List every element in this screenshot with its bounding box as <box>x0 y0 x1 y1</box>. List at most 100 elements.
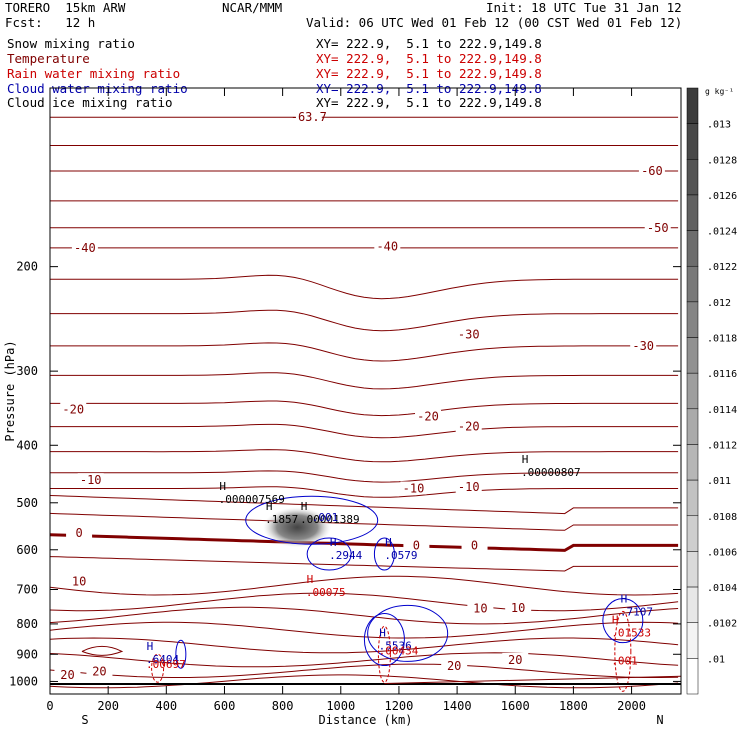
temperature-label-bg <box>630 338 657 352</box>
colorbar-cell <box>686 123 699 160</box>
temperature-label-bg <box>66 525 93 539</box>
south-label: S <box>81 713 88 727</box>
extremum-value: .6404 <box>146 653 179 666</box>
colorbar-cell <box>686 372 699 410</box>
isotherm-line <box>50 372 679 390</box>
isotherm-line <box>50 274 679 300</box>
colorbar-label: .0104 <box>707 583 737 594</box>
temperature-label: -60 <box>641 164 663 178</box>
extremum-value: .001 <box>611 654 638 667</box>
temperature-label: -63.7 <box>291 110 327 124</box>
isotherm-line <box>49 495 679 515</box>
temperature-label-bg <box>86 664 113 678</box>
extremum-value: .000007569 <box>219 493 285 506</box>
colorbar-label: .0128 <box>707 155 737 166</box>
cloud-water-contour <box>373 537 395 571</box>
legend-cloud-ice-xy: XY= 222.9, 5.1 to 222.9,149.8 <box>316 95 542 110</box>
rain-water-contour <box>377 625 391 683</box>
temperature-label: 10 <box>511 601 525 615</box>
rain-water-contour <box>614 610 632 692</box>
isotherm-line <box>49 575 679 596</box>
isotherm-line <box>50 449 679 463</box>
north-label: N <box>656 713 663 727</box>
extremum-value: .00434 <box>379 644 419 657</box>
isotherm-line <box>49 592 679 612</box>
colorbar-label: .0112 <box>707 440 737 451</box>
extremum-marker: H <box>219 480 226 493</box>
colorbar-cell <box>686 444 699 481</box>
legend-rain: Rain water mixing ratio <box>7 66 181 81</box>
snow-shaded-area <box>263 507 332 548</box>
colorbar-label: .0118 <box>707 334 737 345</box>
extremum-marker: H <box>301 500 308 513</box>
extremum-marker: H <box>330 536 337 549</box>
y-tick-label: 1000 <box>9 674 38 688</box>
colorbar-label: .0102 <box>707 619 737 630</box>
extremum-value: .00697 <box>146 658 186 671</box>
isotherm-line <box>49 621 679 639</box>
extremum-value: .5536 <box>379 639 412 652</box>
organization-label: NCAR/MMM <box>222 0 283 15</box>
legend-temperature-xy: XY= 222.9, 5.1 to 222.9,149.8 <box>316 51 542 66</box>
legend-snow-xy: XY= 222.9, 5.1 to 222.9,149.8 <box>316 36 542 51</box>
temperature-label: -10 <box>458 480 480 494</box>
temperature-label: -10 <box>403 481 425 495</box>
isotherm-line <box>49 512 679 531</box>
temperature-label: 10 <box>473 602 487 616</box>
isotherm-line <box>49 533 679 552</box>
plot-frame <box>49 87 682 695</box>
temperature-label-bg <box>505 600 532 614</box>
extremum-marker: H <box>522 453 529 466</box>
temperature-label-bg <box>77 473 104 487</box>
legend-rain-xy: XY= 222.9, 5.1 to 222.9,149.8 <box>316 66 542 81</box>
legend-temperature: Temperature <box>7 51 90 66</box>
extremum-value: .0579 <box>384 549 417 562</box>
colorbar-cell <box>686 658 699 695</box>
isotherm-closed <box>81 645 124 656</box>
isotherm-line <box>50 470 679 483</box>
x-tick-label: 0 <box>46 699 53 713</box>
temperature-label: 0 <box>413 538 420 552</box>
extremum-marker: H <box>621 592 628 605</box>
colorbar-cell <box>686 479 699 517</box>
extremum-marker: H <box>379 626 386 639</box>
cloud-water-contour <box>175 639 187 669</box>
extremum-value: .00075 <box>306 586 346 599</box>
x-tick-label: 1400 <box>443 699 472 713</box>
temperature-label-bg <box>54 667 81 681</box>
temperature-label-bg <box>66 574 93 588</box>
temperature-label-bg <box>403 538 430 552</box>
x-tick-label: 1000 <box>326 699 355 713</box>
extremum-value: .00000807 <box>521 466 581 479</box>
temperature-label-bg <box>295 110 322 124</box>
y-tick-label: 200 <box>16 260 38 274</box>
temperature-label: 0 <box>471 538 478 552</box>
temperature-label: -30 <box>458 327 480 341</box>
isotherm-line <box>50 342 679 362</box>
y-tick-label: 900 <box>16 647 38 661</box>
extremum-value: .00001389 <box>300 513 360 526</box>
extremum-value: .1857 <box>265 513 298 526</box>
x-tick-label: 1800 <box>559 699 588 713</box>
y-axis-title: Pressure (hPa) <box>3 340 17 441</box>
cloud-water-contour <box>363 613 405 667</box>
extremum-marker: H <box>266 500 273 513</box>
temperature-label: -50 <box>647 221 669 235</box>
temperature-label: -20 <box>62 402 84 416</box>
colorbar-cell <box>686 87 699 124</box>
extremum-marker: H <box>147 640 154 653</box>
x-tick-label: 400 <box>155 699 177 713</box>
temperature-label-bg <box>455 419 482 433</box>
colorbar-cell <box>686 265 699 303</box>
x-tick-label: 1600 <box>501 699 530 713</box>
temperature-label: -20 <box>458 420 480 434</box>
temperature-label-bg <box>60 402 87 416</box>
temperature-label-bg <box>455 479 482 493</box>
colorbar-cell <box>686 515 699 552</box>
colorbar-label: .013 <box>707 120 731 131</box>
colorbar-cell <box>686 159 699 196</box>
extremum-value: .7107 <box>620 605 653 618</box>
temperature-label: 20 <box>92 665 106 679</box>
extremum-marker: H <box>385 536 392 549</box>
extremum-value: .2944 <box>329 549 362 562</box>
